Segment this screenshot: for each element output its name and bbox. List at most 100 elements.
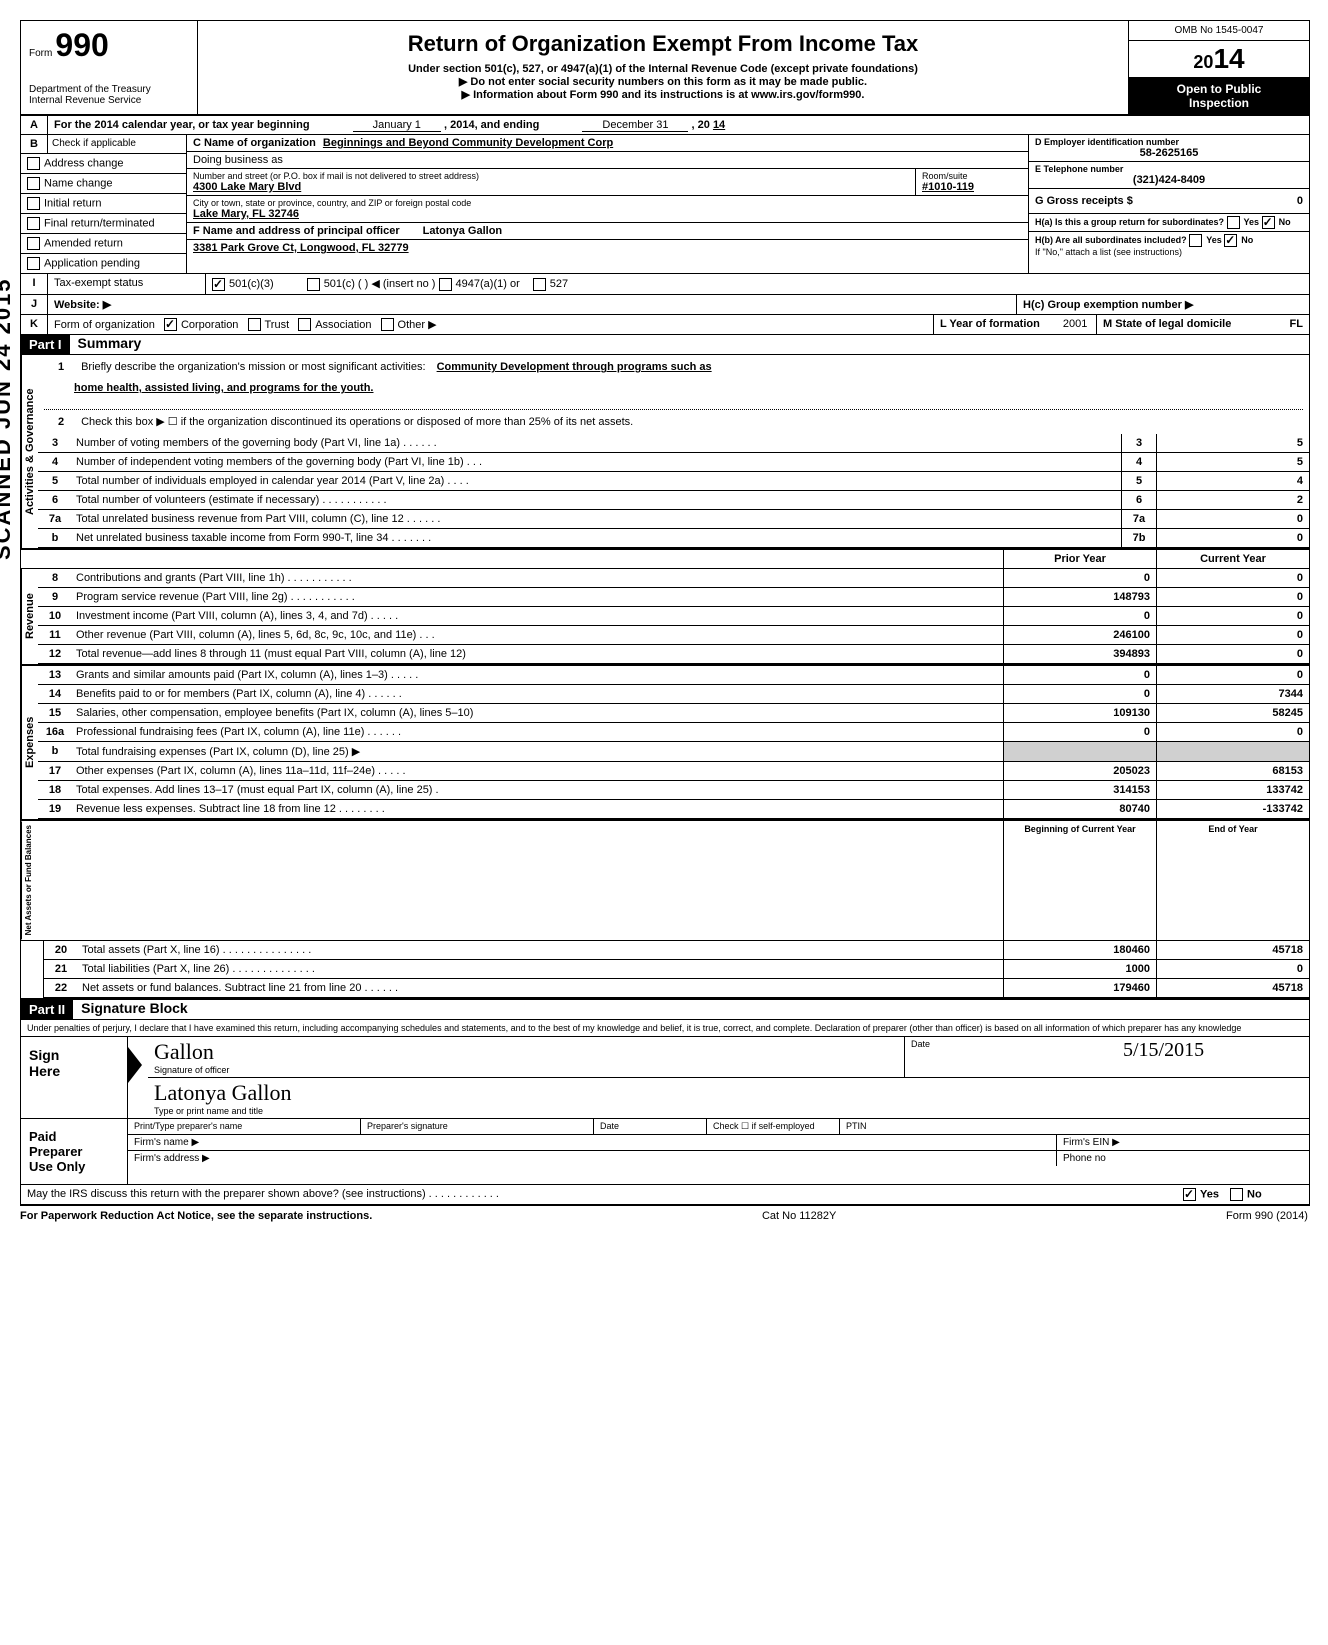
net-num: 20 xyxy=(44,941,78,959)
street-value: 4300 Lake Mary Blvd xyxy=(193,181,909,193)
revenue-label: Revenue xyxy=(21,569,38,664)
exp-curr: 58245 xyxy=(1156,704,1309,722)
net-prior: 180460 xyxy=(1003,941,1156,959)
end-year-header: End of Year xyxy=(1156,821,1309,939)
discuss-row: May the IRS discuss this return with the… xyxy=(21,1185,1309,1205)
rev-curr: 0 xyxy=(1156,588,1309,606)
discuss-yes: Yes xyxy=(1200,1188,1219,1200)
rev-line-12: 12 Total revenue—add lines 8 through 11 … xyxy=(38,645,1309,664)
label-hb: H(b) Are all subordinates included? xyxy=(1035,235,1187,245)
exp-curr: 68153 xyxy=(1156,762,1309,780)
gov-line-b: b Net unrelated business taxable income … xyxy=(38,529,1309,548)
label-f: F Name and address of principal officer xyxy=(193,225,400,237)
checkbox-other[interactable] xyxy=(381,318,394,331)
rev-desc: Program service revenue (Part VIII, line… xyxy=(72,588,1003,606)
rev-curr: 0 xyxy=(1156,607,1309,625)
checkbox-ha-no[interactable] xyxy=(1262,216,1275,229)
part1-title: Summary xyxy=(70,335,142,354)
exp-prior: 0 xyxy=(1003,666,1156,684)
gov-num: 7a xyxy=(38,510,72,528)
checkbox-initial-return[interactable] xyxy=(27,197,40,210)
rev-line-10: 10 Investment income (Part VIII, column … xyxy=(38,607,1309,626)
form-label: Form xyxy=(29,48,52,59)
checkbox-amended[interactable] xyxy=(27,237,40,250)
hb-yes: Yes xyxy=(1206,235,1222,245)
exp-desc: Salaries, other compensation, employee b… xyxy=(72,704,1003,722)
exp-num: 15 xyxy=(38,704,72,722)
rev-desc: Contributions and grants (Part VIII, lin… xyxy=(72,569,1003,587)
exp-num: 17 xyxy=(38,762,72,780)
rev-num: 11 xyxy=(38,626,72,644)
label-j: J xyxy=(21,295,48,314)
label-b: B xyxy=(21,135,48,153)
gov-line1-desc: Briefly describe the organization's miss… xyxy=(81,361,425,373)
checkbox-501c3[interactable] xyxy=(212,278,225,291)
gov-desc: Total number of individuals employed in … xyxy=(72,472,1121,490)
gov-line1-val: Community Development through programs s… xyxy=(437,361,712,373)
label-m: M State of legal domicile xyxy=(1103,318,1231,330)
opt-trust: Trust xyxy=(265,319,290,331)
form-title: Return of Organization Exempt From Incom… xyxy=(206,31,1120,57)
exp-desc: Revenue less expenses. Subtract line 18 … xyxy=(72,800,1003,818)
line-a-text1: For the 2014 calendar year, or tax year … xyxy=(54,119,310,131)
gov-box: 3 xyxy=(1121,434,1156,452)
rev-num: 10 xyxy=(38,607,72,625)
net-num: 21 xyxy=(44,960,78,978)
line-a-begin: January 1 xyxy=(353,119,441,132)
gov-line-5: 5 Total number of individuals employed i… xyxy=(38,472,1309,491)
line-k: K Form of organization Corporation Trust… xyxy=(21,315,1309,336)
label-a: A xyxy=(21,116,48,134)
net-line-20: 20 Total assets (Part X, line 16) . . . … xyxy=(44,941,1309,960)
gov-val: 0 xyxy=(1156,529,1309,547)
rev-prior: 394893 xyxy=(1003,645,1156,663)
officer-typed-name: Latonya Gallon xyxy=(154,1080,1303,1106)
checkbox-address-change[interactable] xyxy=(27,157,40,170)
exp-line-13: 13 Grants and similar amounts paid (Part… xyxy=(38,666,1309,685)
gov-line-7a: 7a Total unrelated business revenue from… xyxy=(38,510,1309,529)
opt-address-change: Address change xyxy=(44,157,124,169)
checkbox-discuss-no[interactable] xyxy=(1230,1188,1243,1201)
checkbox-association[interactable] xyxy=(298,318,311,331)
label-i: I xyxy=(21,274,48,294)
checkbox-final-return[interactable] xyxy=(27,217,40,230)
checkbox-application-pending[interactable] xyxy=(27,257,40,270)
exp-curr: 0 xyxy=(1156,666,1309,684)
gov-num: 5 xyxy=(38,472,72,490)
part2-header-row: Part II Signature Block xyxy=(21,1000,1309,1020)
opt-application-pending: Application pending xyxy=(44,257,140,269)
checkbox-4947[interactable] xyxy=(439,278,452,291)
checkbox-hb-no[interactable] xyxy=(1224,234,1237,247)
rev-prior: 148793 xyxy=(1003,588,1156,606)
exp-line-14: 14 Benefits paid to or for members (Part… xyxy=(38,685,1309,704)
checkbox-corporation[interactable] xyxy=(164,318,177,331)
sig-date: 5/15/2015 xyxy=(1117,1037,1309,1077)
rev-desc: Total revenue—add lines 8 through 11 (mu… xyxy=(72,645,1003,663)
exp-num: 14 xyxy=(38,685,72,703)
ha-yes: Yes xyxy=(1244,217,1260,227)
checkbox-527[interactable] xyxy=(533,278,546,291)
dept-treasury: Department of the Treasury xyxy=(29,84,189,95)
exp-desc: Benefits paid to or for members (Part IX… xyxy=(72,685,1003,703)
gov-box: 7b xyxy=(1121,529,1156,547)
checkbox-discuss-yes[interactable] xyxy=(1183,1188,1196,1201)
line-a-text2: , 2014, and ending xyxy=(444,119,539,131)
checkbox-hb-yes[interactable] xyxy=(1189,234,1202,247)
rev-curr: 0 xyxy=(1156,569,1309,587)
checkbox-name-change[interactable] xyxy=(27,177,40,190)
exp-prior: 109130 xyxy=(1003,704,1156,722)
checkbox-ha-yes[interactable] xyxy=(1227,216,1240,229)
gov-val: 4 xyxy=(1156,472,1309,490)
checkbox-501c[interactable] xyxy=(307,278,320,291)
omb-number: OMB No 1545-0047 xyxy=(1129,21,1309,41)
gov-line1-num: 1 xyxy=(44,358,78,376)
line-a-end: December 31 xyxy=(582,119,688,132)
rev-prior: 0 xyxy=(1003,607,1156,625)
gov-box: 5 xyxy=(1121,472,1156,490)
rev-num: 9 xyxy=(38,588,72,606)
checkbox-trust[interactable] xyxy=(248,318,261,331)
website-label: Website: ▶ xyxy=(54,299,111,311)
gross-receipts: 0 xyxy=(1297,195,1303,207)
street-label: Number and street (or P.O. box if mail i… xyxy=(193,171,909,181)
name-label: Type or print name and title xyxy=(154,1106,1303,1116)
scanned-stamp: SCANNED JUN 24 2015 xyxy=(0,277,16,560)
